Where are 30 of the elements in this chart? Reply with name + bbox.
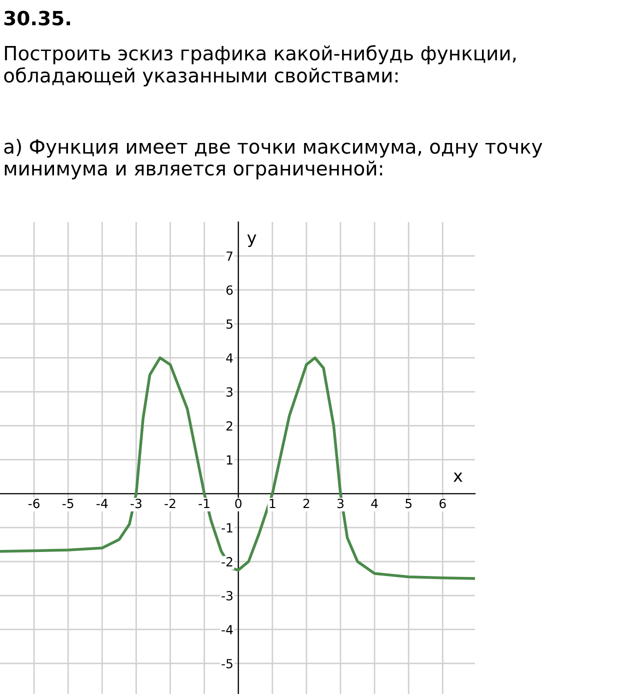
x-axis-title: x: [454, 472, 462, 482]
y-tick-label: 3: [226, 387, 232, 397]
y-tick-label: -5: [222, 659, 232, 668]
x-tick-label: -2: [164, 498, 176, 508]
x-tick-label: -4: [96, 498, 108, 508]
x-tick-label: 6: [440, 498, 446, 508]
x-tick-label: 2: [303, 498, 310, 508]
x-tick-label: 3: [337, 498, 344, 508]
chart-title: 30.35.: [4, 10, 70, 26]
x-tick-label: 5: [406, 498, 412, 508]
y-tick-label: 6: [226, 285, 233, 295]
x-tick-label: 4: [371, 498, 378, 508]
x-tick-label: -3: [130, 498, 142, 508]
y-tick-label: -1: [222, 523, 232, 532]
text: а) Функция имеет две точки максимума, одну точку минимума и является ограниченной:: [4, 138, 542, 180]
y-tick-label: 5: [226, 320, 232, 329]
x-tick-label: 0: [235, 498, 242, 508]
y-tick-label: -2: [222, 557, 232, 566]
y-tick-label: 7: [226, 252, 232, 261]
y-tick-label: 2: [226, 421, 232, 430]
y-tick-label: -4: [222, 625, 233, 634]
x-tick-label: -1: [198, 498, 210, 508]
y-axis-title: y: [247, 234, 256, 248]
x-tick-label: -6: [28, 498, 40, 508]
y-tick-label: 4: [226, 353, 233, 363]
x-tick-label: 1: [270, 498, 276, 508]
y-tick-label: 1: [226, 455, 232, 464]
y-tick-label: -3: [222, 590, 232, 600]
chart-subtitle: Построить эскиз графика какой-нибудь функции, обладающей указанными свойствами:: [4, 45, 516, 86]
x-tick-label: -5: [62, 498, 74, 508]
